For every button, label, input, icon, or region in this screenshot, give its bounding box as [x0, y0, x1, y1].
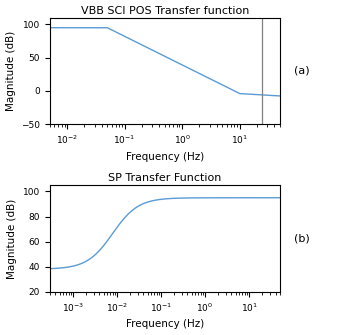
- X-axis label: Frequency (Hz): Frequency (Hz): [126, 152, 204, 162]
- Text: (b): (b): [294, 233, 309, 244]
- X-axis label: Frequency (Hz): Frequency (Hz): [126, 320, 204, 329]
- Text: (a): (a): [294, 66, 309, 76]
- Y-axis label: Magnitude (dB): Magnitude (dB): [7, 198, 17, 279]
- Title: VBB SCI POS Transfer function: VBB SCI POS Transfer function: [81, 6, 249, 15]
- Y-axis label: Magnitude (dB): Magnitude (dB): [5, 31, 16, 111]
- Title: SP Transfer Function: SP Transfer Function: [108, 173, 221, 183]
